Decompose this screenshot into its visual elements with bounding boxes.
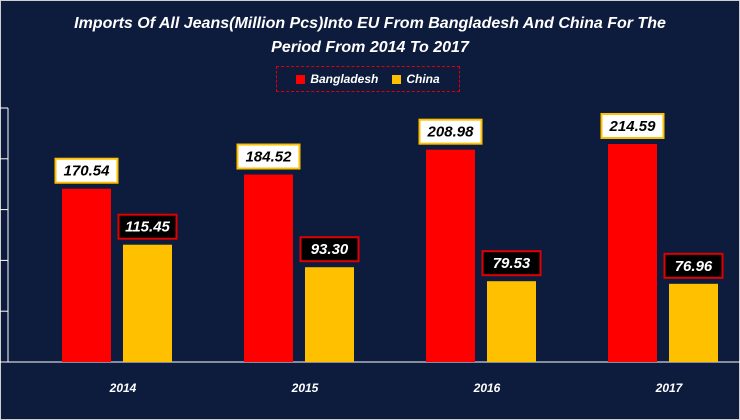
data-label-china-2014: 115.45 xyxy=(125,219,170,236)
legend-item-china: China xyxy=(392,72,440,86)
data-label-box-china-2017 xyxy=(663,252,724,279)
chart-title: Imports Of All Jeans(Million Pcs)Into EU… xyxy=(0,12,740,60)
bar-china-2016 xyxy=(487,281,536,362)
bar-china-2014 xyxy=(123,244,172,362)
bar-bangladesh-2016 xyxy=(426,149,475,362)
data-label-box-bangladesh-2016 xyxy=(418,118,483,145)
chart-legend: Bangladesh China xyxy=(276,66,460,92)
bar-bangladesh-2014 xyxy=(62,188,111,362)
legend-swatch-bangladesh xyxy=(296,74,306,84)
data-label-box-bangladesh-2014 xyxy=(54,157,119,184)
x-tick-label-2017: 2017 xyxy=(655,381,684,395)
chart-title-line-2: Period From 2014 To 2017 xyxy=(271,39,469,56)
data-label-bangladesh-2015: 184.52 xyxy=(246,149,293,166)
x-tick-label-2015: 2015 xyxy=(291,381,319,395)
chart-title-line-1: Imports Of All Jeans(Million Pcs)Into EU… xyxy=(74,15,666,32)
data-label-china-2017: 76.96 xyxy=(675,258,713,275)
bar-bangladesh-2015 xyxy=(244,174,293,362)
data-label-bangladesh-2017: 214.59 xyxy=(609,118,657,135)
data-label-china-2015: 93.30 xyxy=(311,241,349,258)
x-tick-label-2014: 2014 xyxy=(109,381,137,395)
data-label-box-bangladesh-2017 xyxy=(600,112,665,139)
data-label-box-bangladesh-2015 xyxy=(236,143,301,170)
legend-item-bangladesh: Bangladesh xyxy=(296,72,378,86)
legend-label-bangladesh: Bangladesh xyxy=(310,72,379,86)
bar-bangladesh-2017 xyxy=(608,143,657,362)
legend-label-china: China xyxy=(406,72,440,86)
data-label-box-china-2016 xyxy=(481,250,542,277)
data-label-china-2016: 79.53 xyxy=(493,255,531,272)
legend-swatch-china xyxy=(392,74,402,84)
x-tick-label-2016: 2016 xyxy=(473,381,501,395)
data-label-bangladesh-2014: 170.54 xyxy=(64,163,111,180)
data-label-bangladesh-2016: 208.98 xyxy=(427,124,475,141)
data-label-box-china-2014 xyxy=(117,213,178,240)
data-label-box-china-2015 xyxy=(299,236,360,263)
bar-china-2017 xyxy=(669,283,718,362)
bar-china-2015 xyxy=(305,267,354,362)
